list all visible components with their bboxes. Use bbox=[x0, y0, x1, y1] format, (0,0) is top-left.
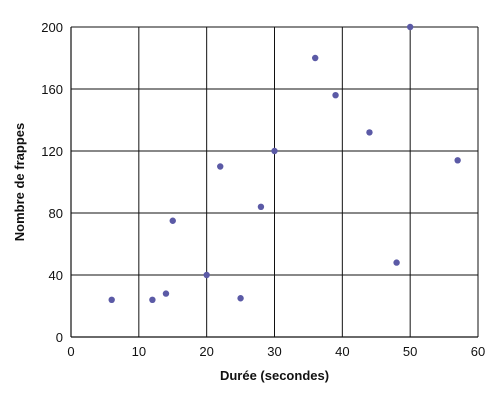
tick-labels: 0 10 20 30 40 50 60 0 40 80 120 160 200 bbox=[41, 20, 485, 359]
data-point bbox=[332, 92, 339, 99]
y-tick-label: 120 bbox=[41, 144, 63, 159]
data-point bbox=[217, 163, 224, 170]
data-point bbox=[257, 203, 265, 210]
data-point bbox=[169, 217, 176, 224]
x-tick-label: 60 bbox=[471, 344, 485, 359]
y-tick-label: 160 bbox=[41, 82, 63, 97]
data-points bbox=[108, 23, 461, 303]
data-point bbox=[237, 295, 244, 302]
x-tick-label: 20 bbox=[199, 344, 213, 359]
x-tick-label: 0 bbox=[67, 344, 74, 359]
data-point bbox=[406, 23, 414, 31]
y-tick-label: 80 bbox=[49, 206, 63, 221]
data-point bbox=[454, 157, 461, 164]
x-tick-label: 30 bbox=[267, 344, 281, 359]
data-point bbox=[149, 296, 156, 303]
y-tick-label: 0 bbox=[56, 330, 63, 345]
x-axis-title: Durée (secondes) bbox=[220, 368, 329, 383]
data-point bbox=[366, 129, 373, 136]
x-tick-label: 40 bbox=[335, 344, 349, 359]
x-tick-label: 10 bbox=[132, 344, 146, 359]
data-point bbox=[393, 259, 400, 266]
data-point bbox=[271, 147, 278, 155]
data-point bbox=[203, 271, 210, 279]
axes bbox=[70, 27, 478, 338]
y-tick-label: 40 bbox=[49, 268, 63, 283]
y-axis-title: Nombre de frappes bbox=[12, 123, 27, 241]
x-tick-label: 50 bbox=[403, 344, 417, 359]
data-point bbox=[108, 296, 115, 303]
grid bbox=[70, 26, 479, 338]
data-point bbox=[162, 290, 170, 297]
data-point bbox=[312, 54, 319, 62]
y-tick-label: 200 bbox=[41, 20, 63, 35]
